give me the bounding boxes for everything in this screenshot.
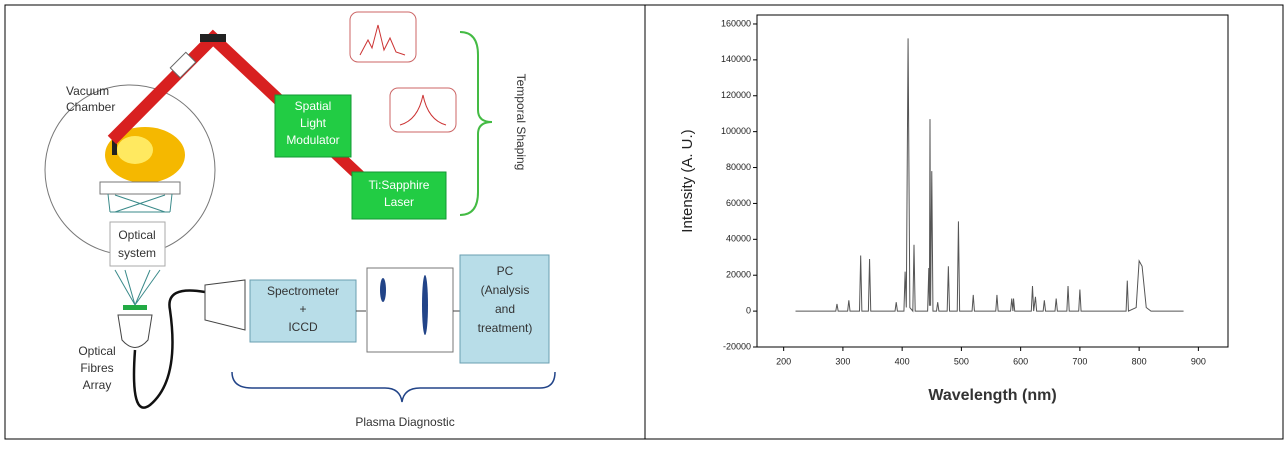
y-tick-label: 140000 xyxy=(721,54,751,64)
label: Modulator xyxy=(286,133,339,147)
y-tick-label: 20000 xyxy=(726,270,751,280)
optics-rays-lower xyxy=(115,270,160,305)
spectrum-image xyxy=(367,268,453,352)
setup-diagram: Vacuum Chamber Spatial Light Modulator Ti:Sap… xyxy=(45,12,555,429)
spectrum-chart: -20000 0 20000 40000 60000 80000 100000 120000 1… xyxy=(679,15,1228,404)
x-tick-label: 300 xyxy=(835,356,850,366)
y-tick-label: 80000 xyxy=(726,162,751,172)
x-tick-label: 900 xyxy=(1191,356,1206,366)
label: Temporal Shaping xyxy=(514,74,528,171)
mirror xyxy=(200,34,226,42)
label: Chamber xyxy=(66,100,115,114)
label: Light xyxy=(300,116,327,130)
fibre-bundle xyxy=(118,315,152,348)
label: + xyxy=(299,302,306,316)
x-axis-label: Wavelength (nm) xyxy=(928,387,1056,404)
y-tick-label: 40000 xyxy=(726,234,751,244)
label: Plasma Diagnostic xyxy=(355,415,454,429)
x-tick-label: 700 xyxy=(1072,356,1087,366)
flange xyxy=(100,182,180,194)
label: and xyxy=(495,302,515,316)
label: (Analysis xyxy=(481,283,530,297)
label: treatment) xyxy=(478,321,533,335)
label: Vacuum xyxy=(66,84,109,98)
label: Spectrometer xyxy=(267,284,339,298)
plot-frame xyxy=(757,15,1228,347)
image-line xyxy=(422,275,428,335)
x-tick-label: 400 xyxy=(895,356,910,366)
y-tick-label: 120000 xyxy=(721,90,751,100)
pulse-original xyxy=(390,88,456,132)
spectrum-line xyxy=(796,38,1184,311)
y-tick-label: 160000 xyxy=(721,18,751,28)
label: Laser xyxy=(384,195,414,209)
label: Ti:Sapphire xyxy=(369,178,430,192)
plasma-core xyxy=(117,136,153,164)
label: PC xyxy=(497,264,514,278)
x-tick-label: 200 xyxy=(776,356,791,366)
x-tick-label: 500 xyxy=(954,356,969,366)
label: Array xyxy=(83,378,112,392)
fibre-input xyxy=(123,305,147,310)
figure: Vacuum Chamber Spatial Light Modulator Ti:Sap… xyxy=(0,0,1288,444)
y-axis-label: Intensity (A. U.) xyxy=(679,129,696,232)
y-tick-label: 100000 xyxy=(721,126,751,136)
label: Fibres xyxy=(80,361,113,375)
label: ICCD xyxy=(288,320,318,334)
image-line xyxy=(380,278,386,302)
label: system xyxy=(118,246,156,260)
label: Spatial xyxy=(295,99,332,113)
y-tick-label: 60000 xyxy=(726,198,751,208)
label: Optical xyxy=(78,344,115,358)
fibre-output xyxy=(205,280,245,330)
label: Optical xyxy=(118,228,155,242)
plasma-brace xyxy=(232,372,555,402)
temporal-brace xyxy=(460,32,492,215)
x-tick-label: 600 xyxy=(1013,356,1028,366)
x-tick-label: 800 xyxy=(1132,356,1147,366)
y-tick-label: 0 xyxy=(746,305,751,315)
y-tick-label: -20000 xyxy=(723,341,751,351)
